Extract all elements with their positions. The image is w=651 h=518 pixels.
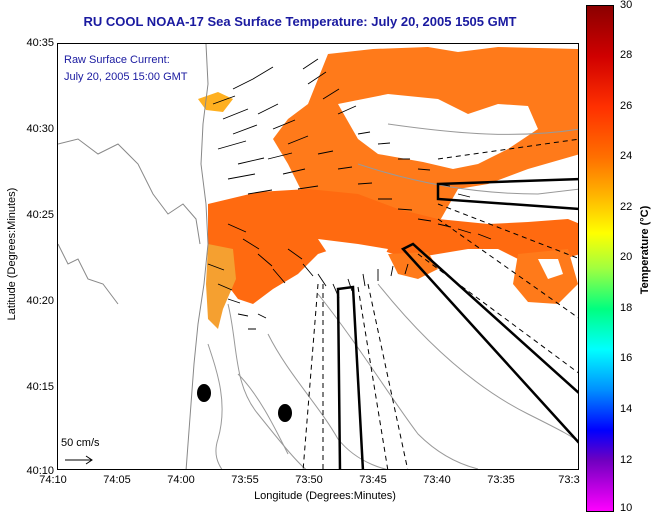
coverage-lines bbox=[302, 138, 578, 469]
y-tick-label: 40:15 bbox=[26, 381, 54, 393]
colorbar-tick: 18 bbox=[620, 302, 633, 314]
colorbar-tick: 28 bbox=[620, 49, 633, 61]
x-tick-label: 73:40 bbox=[423, 474, 451, 486]
coastline bbox=[185, 44, 209, 469]
station-marker bbox=[197, 384, 211, 402]
colorbar-tick: 26 bbox=[620, 100, 633, 112]
sst-map-svg bbox=[58, 44, 578, 469]
y-tick-label: 40:35 bbox=[26, 37, 54, 49]
colorbar-title: Temperature (°C) bbox=[639, 205, 651, 295]
annotation-line2: July 20, 2005 15:00 GMT bbox=[64, 71, 188, 83]
y-tick-label: 40:25 bbox=[26, 209, 54, 221]
y-axis-title: Latitude (Degrees:Minutes) bbox=[6, 187, 18, 321]
colorbar-tick: 22 bbox=[620, 201, 633, 213]
colorbar-tick: 30 bbox=[620, 0, 633, 11]
colorbar bbox=[586, 5, 614, 512]
x-tick-label: 73:55 bbox=[231, 474, 259, 486]
sst-field bbox=[198, 47, 578, 329]
x-tick-label: 73:35 bbox=[487, 474, 515, 486]
x-axis-title: Longitude (Degrees:Minutes) bbox=[254, 490, 396, 502]
scale-arrow bbox=[65, 455, 93, 465]
y-tick-label: 40:30 bbox=[26, 123, 54, 135]
y-tick-label: 40:20 bbox=[26, 295, 54, 307]
colorbar-tick: 20 bbox=[620, 251, 633, 263]
x-tick-label: 74:10 bbox=[39, 474, 67, 486]
annotation-line1: Raw Surface Current: bbox=[64, 54, 170, 66]
colorbar-tick: 16 bbox=[620, 352, 633, 364]
colorbar-tick: 12 bbox=[620, 454, 633, 466]
shore-contour bbox=[58, 243, 119, 305]
colorbar-tick: 24 bbox=[620, 150, 633, 162]
bathymetry-contours bbox=[207, 123, 578, 469]
scale-label: 50 cm/s bbox=[61, 437, 100, 449]
x-tick-label: 74:05 bbox=[103, 474, 131, 486]
x-tick-label: 73:3 bbox=[558, 474, 580, 486]
station-marker bbox=[278, 404, 292, 422]
current-vectors bbox=[207, 58, 492, 330]
map-title: RU COOL NOAA-17 Sea Surface Temperature:… bbox=[83, 14, 517, 29]
colorbar-tick: 14 bbox=[620, 403, 633, 415]
shore-contour bbox=[58, 138, 201, 245]
map-canvas[interactable]: Raw Surface Current: July 20, 2005 15:00… bbox=[57, 43, 579, 470]
colorbar-tick: 10 bbox=[620, 502, 633, 514]
y-tick-label: 40:10 bbox=[26, 465, 54, 477]
x-tick-label: 74:00 bbox=[167, 474, 195, 486]
x-tick-label: 73:50 bbox=[295, 474, 323, 486]
x-tick-label: 73:45 bbox=[359, 474, 387, 486]
